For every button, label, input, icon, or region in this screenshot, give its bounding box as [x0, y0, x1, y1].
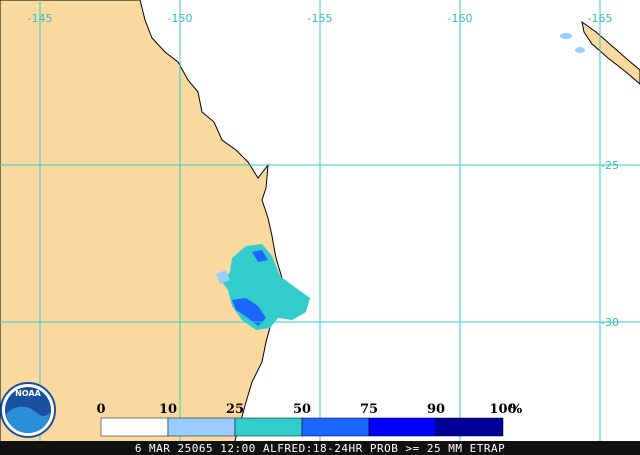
noaa-logo: NOAA	[0, 382, 56, 438]
legend-swatch	[435, 417, 504, 437]
new-caledonia-land	[581, 20, 640, 85]
precip-area	[252, 250, 268, 262]
logo-wave	[6, 406, 50, 433]
graticule-labels: -145 -150 -155 -160 -165 -25 -30	[28, 12, 619, 329]
logo-text: NOAA	[15, 389, 41, 398]
legend-swatch	[368, 417, 437, 437]
lat-label: -25	[601, 159, 619, 172]
precip-area	[560, 33, 572, 39]
caption: 6 MAR 25065 12:00 ALFRED:18-24HR PROB >=…	[135, 442, 505, 455]
graticule	[0, 0, 640, 441]
legend-label: 10	[159, 402, 177, 417]
lon-label: -150	[168, 12, 193, 25]
legend-swatch	[167, 417, 236, 437]
legend-label: 90	[427, 402, 445, 417]
legend-label: 100	[489, 402, 516, 417]
legend-swatch	[234, 417, 303, 437]
legend-label: 25	[226, 402, 244, 417]
legend-swatch	[301, 417, 370, 437]
precip-area	[575, 47, 585, 53]
precip-area	[216, 270, 230, 284]
legend-label: 50	[293, 402, 311, 417]
lon-label: -160	[448, 12, 473, 25]
legend-label: 0	[96, 402, 105, 417]
legend-unit: %	[510, 402, 523, 417]
lon-label: -145	[28, 12, 53, 25]
precip-area	[232, 298, 266, 326]
legend-swatch	[100, 417, 169, 437]
caption-bar	[0, 441, 640, 455]
lon-label: -165	[588, 12, 613, 25]
legend: 0 10 25 50 75 90 100%	[96, 402, 523, 437]
lon-label: -155	[308, 12, 333, 25]
legend-label: 75	[360, 402, 378, 417]
lat-label: -30	[601, 316, 619, 329]
